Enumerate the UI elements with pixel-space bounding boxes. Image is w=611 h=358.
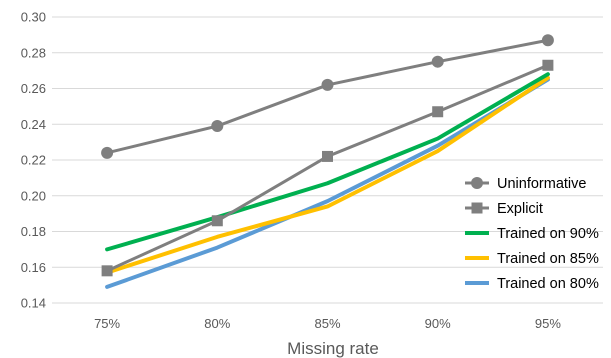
x-axis-ticks: 75% 80% 85% 90% 95% — [94, 316, 561, 331]
legend-label: Uninformative — [497, 176, 586, 192]
x-tick-label: 90% — [425, 316, 451, 331]
legend-entry: Trained on 85% — [465, 251, 599, 267]
y-tick-label: 0.14 — [21, 296, 46, 311]
y-axis-ticks: 0.14 0.16 0.18 0.20 0.22 0.24 0.26 0.28 0.30 — [21, 10, 46, 311]
data-point — [101, 146, 114, 159]
data-point — [541, 34, 554, 47]
legend-label: Trained on 80% — [497, 276, 599, 292]
data-point — [321, 78, 334, 91]
y-tick-label: 0.24 — [21, 117, 46, 132]
series-line — [105, 63, 550, 273]
legend-marker — [471, 202, 483, 214]
series-trained-on-90- — [105, 72, 550, 252]
y-tick-label: 0.26 — [21, 81, 46, 96]
data-point — [322, 150, 333, 162]
legend-marker — [471, 177, 483, 189]
data-point — [431, 55, 444, 68]
y-tick-label: 0.30 — [21, 10, 46, 25]
series-line — [105, 75, 550, 275]
series-uninformative — [101, 34, 554, 159]
x-tick-label: 80% — [204, 316, 230, 331]
y-tick-label: 0.16 — [21, 260, 46, 275]
legend-entry: Uninformative — [465, 176, 586, 192]
series-trained-on-85- — [105, 75, 550, 275]
series-line — [105, 77, 550, 289]
y-tick-label: 0.20 — [21, 188, 46, 203]
legend-label: Trained on 85% — [497, 251, 599, 267]
legend: Uninformative Explicit Trained on 90% Train… — [465, 176, 599, 292]
data-point — [542, 59, 554, 71]
y-tick-label: 0.22 — [21, 153, 46, 168]
series-lines — [101, 34, 554, 289]
x-tick-label: 75% — [94, 316, 120, 331]
legend-label: Trained on 90% — [497, 226, 599, 242]
x-axis-label: Missing rate — [287, 339, 379, 358]
y-tick-label: 0.28 — [21, 45, 46, 60]
data-point — [432, 106, 444, 118]
x-tick-label: 95% — [535, 316, 561, 331]
data-point — [211, 215, 223, 227]
y-tick-label: 0.18 — [21, 224, 46, 239]
x-tick-label: 85% — [314, 316, 340, 331]
legend-entry: Trained on 80% — [465, 276, 599, 292]
data-point — [211, 120, 224, 133]
series-line — [105, 38, 550, 155]
legend-entry: Explicit — [465, 201, 543, 217]
series-line — [105, 72, 550, 252]
legend-entry: Trained on 90% — [465, 226, 599, 242]
legend-label: Explicit — [497, 201, 543, 217]
series-explicit — [101, 59, 554, 277]
data-point — [101, 265, 113, 277]
series-trained-on-80- — [105, 77, 550, 289]
